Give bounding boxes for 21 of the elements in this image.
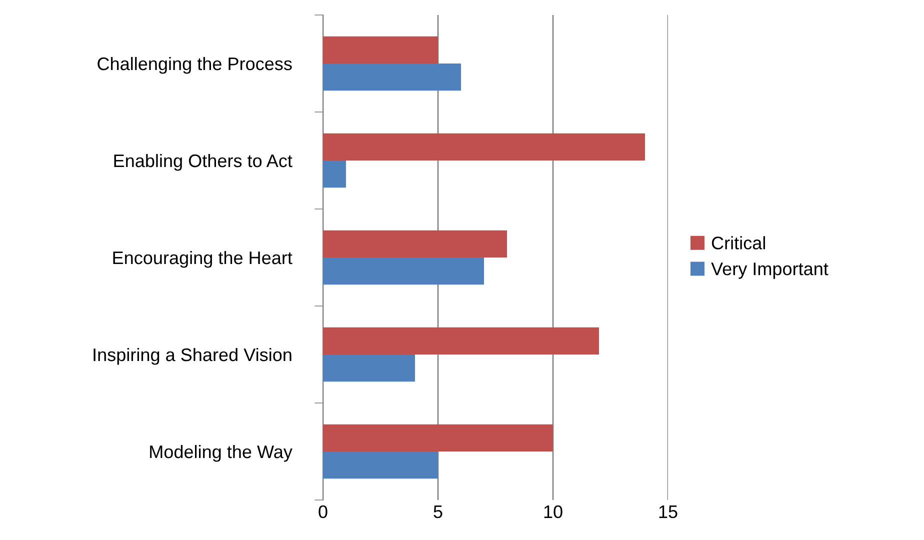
x-tick-label: 15: [659, 506, 678, 518]
legend-label: Critical: [712, 236, 765, 250]
x-tick-label: 0: [318, 505, 328, 518]
y-tick-label: Enabling Others to Act: [114, 154, 292, 171]
y-tick-label: Challenging the Process: [98, 56, 292, 74]
bar: [323, 64, 461, 91]
bar: [323, 160, 346, 188]
bar: [323, 354, 415, 382]
x-tick-label: 5: [434, 506, 442, 518]
bar: [323, 452, 438, 479]
bar: [323, 133, 645, 160]
bar: [323, 230, 507, 258]
bar: [323, 258, 484, 285]
x-tick-label: 10: [544, 505, 562, 518]
legend-label: Very Important: [711, 262, 828, 279]
y-tick-label: Modeling the Way: [150, 444, 292, 462]
bar: [323, 327, 599, 354]
y-tick-label: Encouraging the Heart: [113, 250, 292, 268]
y-tick-label: Inspiring a Shared Vision: [94, 348, 292, 365]
bar: [323, 36, 438, 64]
bar: [323, 424, 553, 452]
